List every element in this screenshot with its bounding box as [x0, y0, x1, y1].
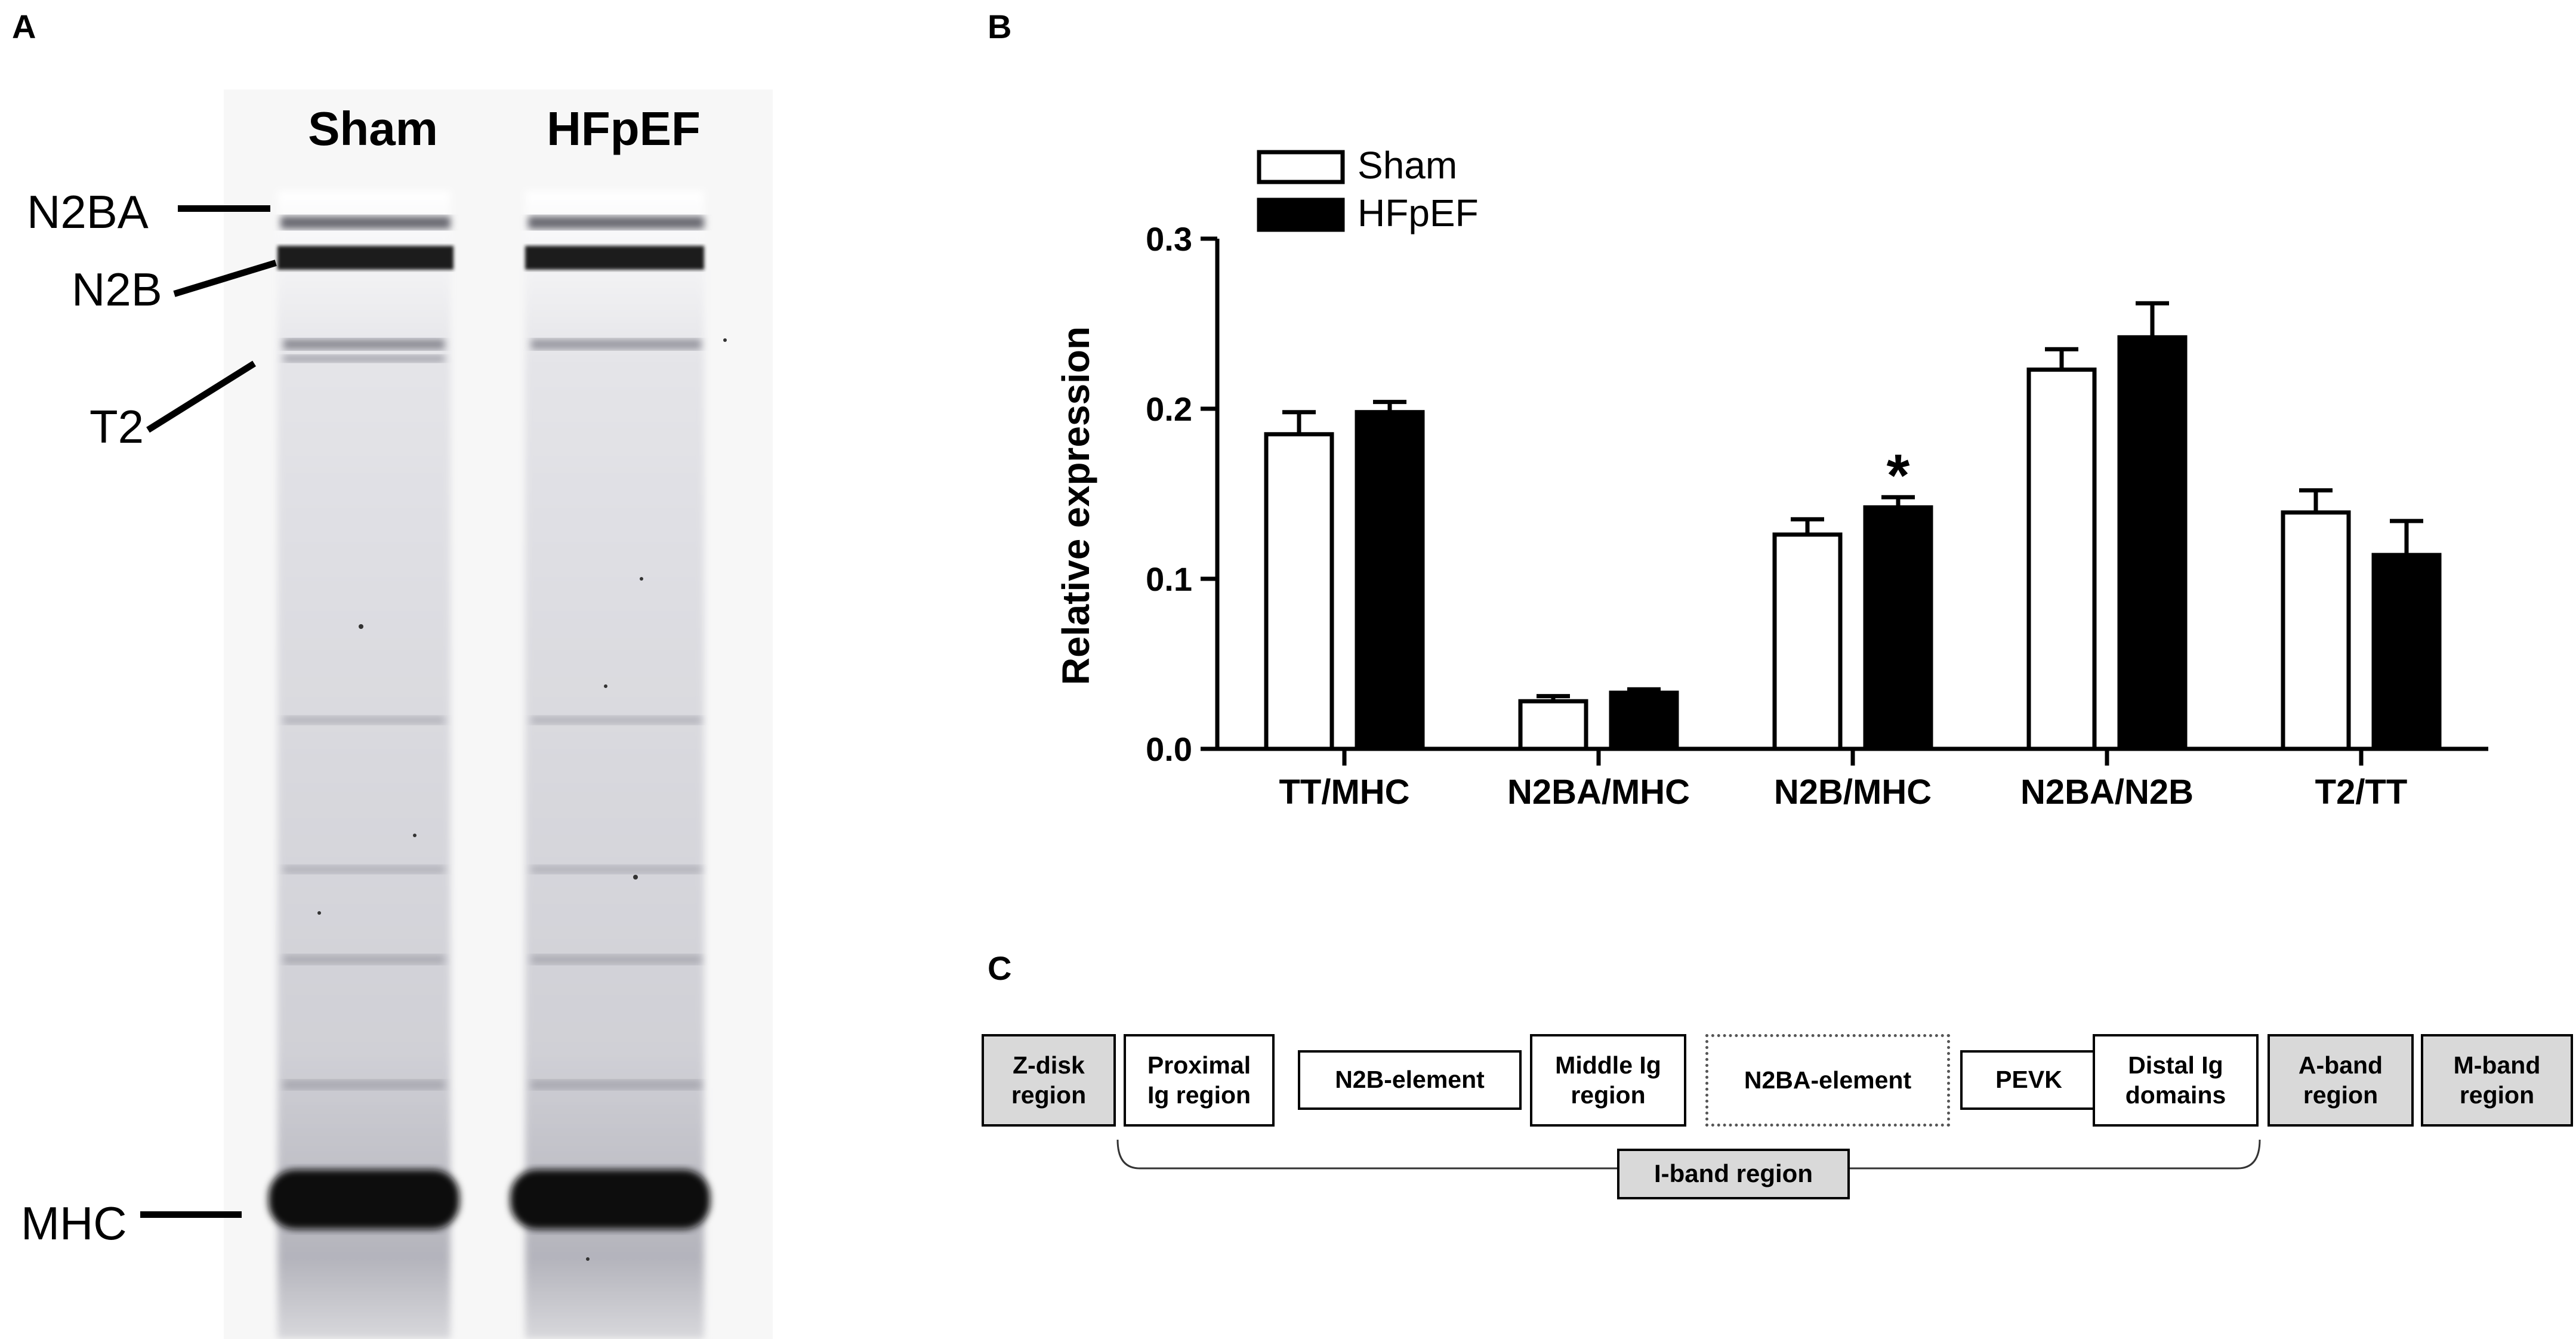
domain-box-label: Proximal Ig region	[1147, 1051, 1251, 1109]
gel-band-n2ba	[280, 216, 451, 229]
domain-box-a-band-region: A-band region	[2268, 1034, 2414, 1127]
domain-box-middle-ig-region: Middle Ig region	[1530, 1034, 1686, 1127]
panel-letter-c: C	[988, 949, 1012, 987]
bar-hfpef-n2ba-n2b	[2117, 335, 2188, 751]
bar-hfpef-n2b-mhc	[1863, 505, 1933, 751]
domain-box-n2ba-element: N2BA-element	[1705, 1034, 1950, 1127]
bar-sham-tt-mhc	[1264, 432, 1334, 751]
domain-box-m-band-region: M-band region	[2421, 1034, 2573, 1127]
bar-hfpef-tt-mhc	[1355, 410, 1425, 751]
bar-chart: 0.0 0.1 0.2 0.3 Relative expression TT/MHC N2B…	[1054, 144, 2488, 812]
legend-label-hfpef: HFpEF	[1358, 192, 1479, 235]
bar-sham-n2ba-mhc	[1518, 699, 1588, 751]
domain-box-z-disk-region: Z-disk region	[982, 1034, 1116, 1127]
gel-lane-hfpef	[510, 191, 710, 1339]
x-tick-label: N2B/MHC	[1774, 773, 1932, 812]
domain-box-proximal-ig-region: Proximal Ig region	[1124, 1034, 1275, 1127]
gel-lane-label-sham: Sham	[308, 102, 438, 155]
bar-sham-n2ba-n2b	[2026, 367, 2097, 751]
legend-label-sham: Sham	[1358, 144, 1457, 187]
y-tick-label: 0.2	[1146, 390, 1192, 428]
y-axis-label: Relative expression	[1054, 326, 1097, 685]
domain-box-label: PEVK	[1995, 1066, 2062, 1094]
significance-asterisk: *	[1887, 442, 1910, 509]
gel-lane-sham	[269, 191, 459, 1339]
bar-hfpef-t2-tt	[2371, 553, 2442, 751]
domain-box-label: M-band region	[2453, 1051, 2541, 1109]
gel-band-n2b	[277, 246, 454, 270]
domain-box-distal-ig-domains: Distal Ig domains	[2093, 1034, 2259, 1127]
domain-box-label: Distal Ig domains	[2125, 1051, 2226, 1109]
y-tick-label: 0.1	[1146, 560, 1192, 598]
x-tick-label: N2BA/MHC	[1507, 773, 1690, 812]
gel-band-label-n2b: N2B	[72, 263, 162, 316]
legend-swatch-sham	[1257, 150, 1345, 184]
gel-band-label-n2ba: N2BA	[27, 186, 149, 238]
domain-box-pevk: PEVK	[1960, 1050, 2097, 1110]
x-tick-label: N2BA/N2B	[2020, 773, 2194, 812]
gel-band-mhc	[269, 1170, 459, 1229]
bar-hfpef-n2ba-mhc	[1609, 690, 1679, 751]
domain-box-label: N2BA-element	[1744, 1066, 1912, 1094]
gel-pointer-mhc	[140, 1211, 242, 1218]
x-tick-label: T2/TT	[2315, 773, 2408, 812]
y-tick-label: 0.0	[1146, 730, 1192, 768]
y-tick-label: 0.3	[1146, 220, 1192, 258]
domain-box-label: Z-disk region	[1011, 1051, 1087, 1109]
domain-box-label: Middle Ig region	[1555, 1051, 1661, 1109]
domain-box-label: N2B-element	[1335, 1066, 1485, 1094]
gel-band-label-mhc: MHC	[21, 1197, 127, 1249]
legend-swatch-hfpef	[1257, 198, 1345, 232]
gel-image	[224, 90, 773, 1339]
gel-lane-label-hfpef: HFpEF	[547, 102, 701, 155]
x-tick-label: TT/MHC	[1279, 773, 1409, 812]
domain-box-label: A-band region	[2298, 1051, 2383, 1109]
gel-band-label-t2: T2	[90, 400, 144, 453]
gel-pointer-n2ba	[178, 205, 270, 212]
gel-band-t2	[283, 339, 445, 350]
panel-letter-b: B	[988, 8, 1012, 45]
i-band-region-label: I-band region	[1617, 1149, 1850, 1199]
bar-sham-t2-tt	[2281, 510, 2351, 751]
panel-letter-a: A	[12, 8, 36, 45]
bar-sham-n2b-mhc	[1772, 532, 1843, 751]
domain-box-n2b-element: N2B-element	[1298, 1050, 1522, 1110]
